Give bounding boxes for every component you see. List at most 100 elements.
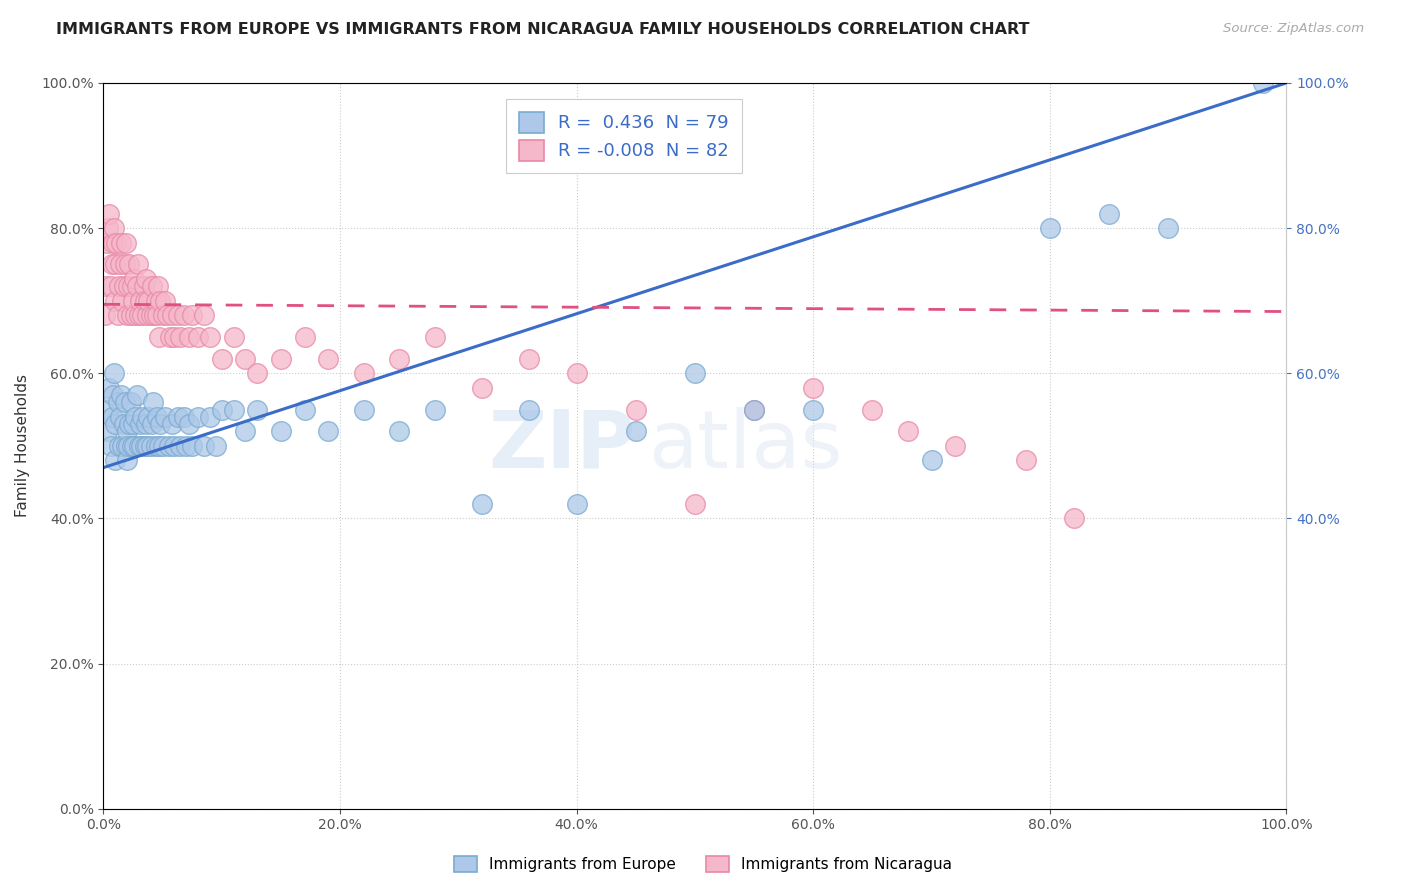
- Point: [134, 439, 156, 453]
- Point: [127, 257, 149, 271]
- Point: [235, 425, 257, 439]
- Point: [136, 308, 159, 322]
- Point: [121, 439, 143, 453]
- Point: [104, 453, 127, 467]
- Point: [108, 439, 131, 453]
- Point: [110, 388, 132, 402]
- Point: [115, 308, 138, 322]
- Point: [134, 293, 156, 308]
- Point: [96, 235, 118, 250]
- Point: [93, 308, 115, 322]
- Point: [742, 402, 765, 417]
- Point: [100, 409, 122, 424]
- Point: [181, 439, 204, 453]
- Point: [152, 439, 174, 453]
- Point: [198, 330, 221, 344]
- Point: [114, 395, 136, 409]
- Point: [118, 257, 141, 271]
- Point: [98, 206, 121, 220]
- Point: [131, 308, 153, 322]
- Point: [153, 409, 176, 424]
- Point: [294, 330, 316, 344]
- Point: [1251, 76, 1274, 90]
- Point: [388, 351, 411, 366]
- Point: [139, 439, 162, 453]
- Point: [143, 308, 166, 322]
- Point: [104, 417, 127, 431]
- Point: [163, 439, 186, 453]
- Text: atlas: atlas: [648, 407, 842, 485]
- Point: [193, 439, 215, 453]
- Point: [921, 453, 943, 467]
- Point: [111, 293, 134, 308]
- Point: [101, 388, 124, 402]
- Point: [139, 308, 162, 322]
- Point: [388, 425, 411, 439]
- Point: [160, 417, 183, 431]
- Point: [353, 402, 375, 417]
- Point: [149, 417, 172, 431]
- Point: [145, 409, 167, 424]
- Point: [148, 439, 170, 453]
- Point: [181, 308, 204, 322]
- Point: [211, 402, 233, 417]
- Point: [353, 366, 375, 380]
- Point: [177, 330, 200, 344]
- Point: [801, 381, 824, 395]
- Point: [110, 235, 132, 250]
- Point: [112, 279, 135, 293]
- Point: [122, 439, 145, 453]
- Point: [124, 308, 146, 322]
- Point: [222, 330, 245, 344]
- Point: [683, 366, 706, 380]
- Point: [683, 497, 706, 511]
- Point: [163, 330, 186, 344]
- Point: [145, 308, 167, 322]
- Point: [205, 439, 228, 453]
- Point: [860, 402, 883, 417]
- Legend: Immigrants from Europe, Immigrants from Nicaragua: Immigrants from Europe, Immigrants from …: [446, 848, 960, 880]
- Point: [167, 409, 190, 424]
- Point: [173, 409, 195, 424]
- Point: [129, 417, 152, 431]
- Point: [316, 351, 339, 366]
- Point: [270, 351, 292, 366]
- Point: [246, 366, 269, 380]
- Point: [159, 330, 181, 344]
- Point: [1157, 221, 1180, 235]
- Point: [100, 439, 122, 453]
- Point: [115, 235, 138, 250]
- Point: [122, 272, 145, 286]
- Point: [97, 221, 120, 235]
- Point: [141, 417, 163, 431]
- Point: [128, 439, 150, 453]
- Point: [146, 279, 169, 293]
- Y-axis label: Family Households: Family Households: [15, 375, 30, 517]
- Point: [152, 308, 174, 322]
- Point: [115, 439, 138, 453]
- Point: [97, 402, 120, 417]
- Point: [112, 417, 135, 431]
- Point: [173, 308, 195, 322]
- Point: [169, 439, 191, 453]
- Point: [120, 308, 142, 322]
- Point: [101, 235, 124, 250]
- Point: [104, 293, 127, 308]
- Point: [115, 453, 138, 467]
- Point: [624, 425, 647, 439]
- Point: [1063, 511, 1085, 525]
- Point: [131, 439, 153, 453]
- Point: [122, 417, 145, 431]
- Point: [316, 425, 339, 439]
- Point: [103, 366, 125, 380]
- Point: [125, 388, 148, 402]
- Point: [135, 272, 157, 286]
- Point: [118, 417, 141, 431]
- Point: [174, 439, 197, 453]
- Point: [187, 409, 209, 424]
- Point: [145, 293, 167, 308]
- Point: [138, 293, 160, 308]
- Point: [270, 425, 292, 439]
- Point: [145, 439, 167, 453]
- Point: [135, 417, 157, 431]
